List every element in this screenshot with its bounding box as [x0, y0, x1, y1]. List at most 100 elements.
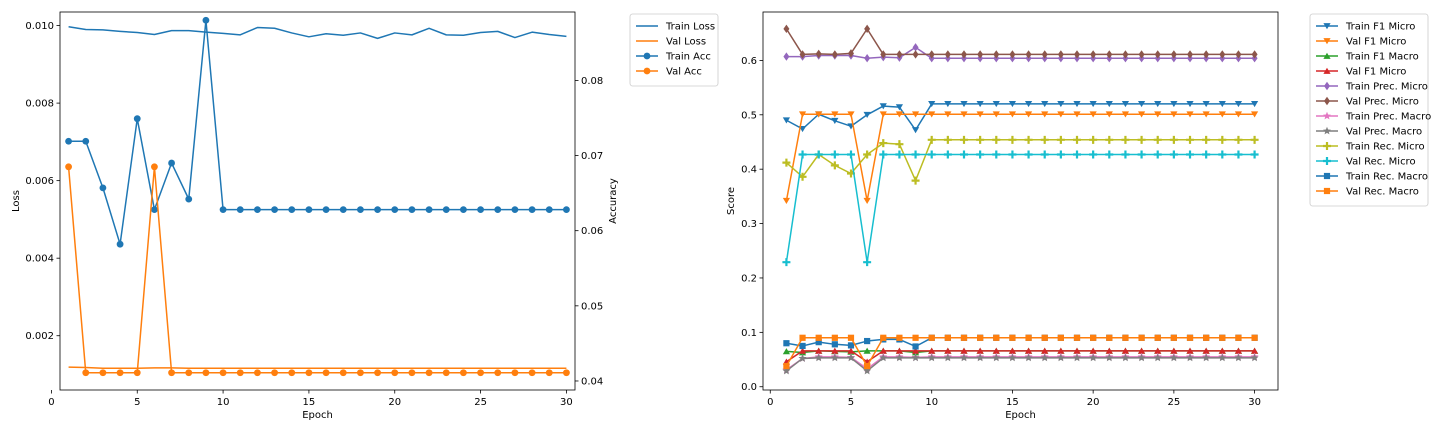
- data-point: [99, 369, 107, 377]
- data-point: [782, 258, 791, 267]
- data-point: [1106, 50, 1113, 59]
- data-point: [494, 206, 502, 214]
- x-axis-label: Epoch: [1005, 410, 1036, 421]
- series-val-loss: [68, 366, 567, 370]
- data-point: [374, 206, 381, 214]
- data-point: [1203, 50, 1210, 59]
- x-tick-label: 15: [303, 397, 316, 408]
- data-point: [133, 115, 141, 123]
- data-point: [460, 206, 467, 214]
- data-point: [65, 163, 72, 171]
- data-point: [992, 347, 1000, 354]
- data-point: [864, 24, 871, 34]
- data-point: [1170, 101, 1178, 108]
- legend-marker: [1324, 81, 1330, 91]
- data-point: [1202, 101, 1210, 108]
- data-point: [912, 43, 919, 52]
- data-point: [254, 369, 261, 377]
- data-point: [1218, 347, 1226, 354]
- data-point: [1040, 150, 1049, 159]
- data-point: [563, 369, 570, 377]
- data-point: [1234, 111, 1243, 118]
- series-val-prec-micro: [783, 24, 1258, 59]
- data-point: [1234, 101, 1243, 108]
- data-point: [1170, 111, 1178, 118]
- data-point: [847, 111, 855, 118]
- data-point: [1024, 347, 1033, 354]
- data-point: [799, 334, 806, 341]
- series-line-val-f1-micro: [785, 113, 1255, 202]
- data-point: [1057, 334, 1064, 341]
- data-point: [1218, 111, 1226, 118]
- y-axis-label: Score: [726, 187, 737, 215]
- data-point: [895, 150, 904, 159]
- data-point: [1121, 111, 1130, 118]
- legend-label: Val F1 Micro: [1346, 67, 1406, 78]
- data-point: [895, 111, 904, 118]
- plot-frame: [59, 11, 576, 391]
- series-line-val-prec-macro: [785, 357, 1255, 372]
- data-point: [798, 150, 807, 159]
- data-point: [1040, 135, 1049, 144]
- data-point: [1121, 150, 1130, 159]
- data-point: [976, 353, 985, 362]
- data-point: [863, 150, 872, 159]
- x-axis-label: Epoch: [302, 410, 333, 421]
- data-point: [1105, 150, 1114, 159]
- data-point: [863, 197, 871, 204]
- data-point: [960, 111, 968, 118]
- series-train-loss: [68, 25, 567, 40]
- data-point: [928, 347, 936, 354]
- data-point: [782, 158, 791, 167]
- data-point: [1024, 353, 1033, 362]
- legend-label: Train Prec. Micro: [1345, 82, 1428, 93]
- data-point: [1137, 347, 1146, 354]
- data-point: [830, 161, 839, 170]
- data-point: [1250, 135, 1259, 144]
- y-tick-label: 0.5: [741, 110, 757, 121]
- data-point: [815, 49, 822, 59]
- data-point: [846, 150, 855, 159]
- data-point: [65, 137, 72, 145]
- data-point: [1234, 135, 1243, 144]
- data-point: [339, 369, 347, 377]
- data-point: [1089, 135, 1098, 144]
- data-point: [976, 150, 985, 159]
- data-point: [1154, 111, 1162, 118]
- data-point: [1234, 150, 1243, 159]
- data-point: [782, 117, 791, 124]
- y-tick-label: 0.4: [741, 165, 757, 176]
- data-point: [1121, 135, 1130, 144]
- data-point: [133, 369, 141, 377]
- data-point: [831, 117, 839, 125]
- data-point: [99, 184, 107, 192]
- data-point: [798, 347, 807, 354]
- data-point: [1137, 135, 1146, 144]
- data-point: [863, 347, 871, 354]
- x-tick-label: 0: [767, 397, 773, 408]
- data-point: [814, 353, 823, 362]
- data-point: [960, 353, 968, 362]
- data-point: [880, 50, 887, 59]
- data-point: [831, 111, 839, 118]
- data-point: [425, 206, 433, 214]
- x-tick-label: 15: [1006, 397, 1019, 408]
- data-point: [1121, 347, 1130, 354]
- data-point: [528, 206, 536, 214]
- series-line-train-acc: [68, 19, 567, 245]
- data-point: [880, 334, 887, 341]
- x-tick-label: 10: [925, 397, 938, 408]
- data-point: [1122, 50, 1129, 59]
- data-point: [477, 369, 484, 377]
- data-point: [1138, 50, 1145, 59]
- data-point: [1250, 353, 1259, 362]
- data-point: [928, 111, 936, 118]
- y-tick-label: 0.6: [741, 56, 757, 67]
- x-tick-label: 20: [388, 397, 401, 408]
- data-point: [1041, 101, 1049, 108]
- legend-marker: [1323, 172, 1331, 180]
- data-point: [959, 135, 968, 144]
- data-point: [895, 104, 904, 111]
- data-point: [863, 258, 872, 267]
- data-point: [927, 150, 936, 159]
